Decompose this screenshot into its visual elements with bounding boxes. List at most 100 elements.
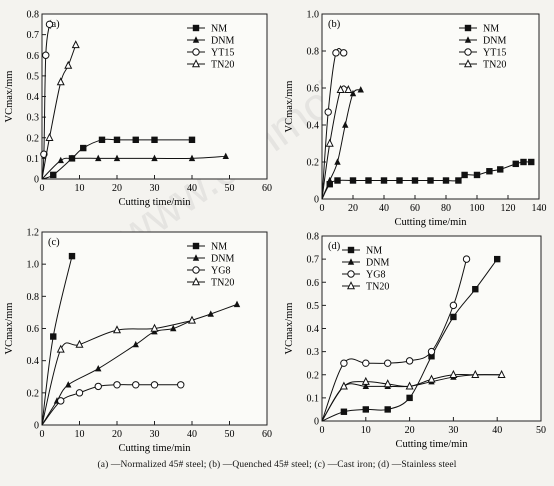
data-point — [50, 333, 57, 340]
data-point — [113, 154, 121, 162]
y-tick-label: 0.4 — [27, 92, 40, 103]
data-point — [94, 382, 102, 391]
data-point — [68, 154, 76, 162]
y-tick-label: 0.1 — [27, 154, 40, 165]
y-tick-label: 0 — [314, 195, 319, 206]
x-axis-label: Cutting time/min — [395, 439, 468, 450]
data-point — [188, 154, 196, 162]
y-tick-label: 0 — [34, 421, 39, 432]
x-tick-label: 40 — [492, 425, 502, 436]
data-point — [150, 323, 159, 332]
series-line — [321, 85, 349, 200]
legend-marker — [347, 258, 355, 265]
y-tick-label: 0 — [34, 175, 39, 186]
data-point — [361, 376, 370, 385]
data-point — [405, 381, 414, 390]
data-point — [344, 85, 353, 94]
data-point — [132, 340, 139, 348]
x-tick-label: 20 — [348, 203, 358, 214]
y-tick-label: 0.1 — [307, 393, 320, 404]
y-tick-label: 0.4 — [307, 324, 320, 335]
data-point — [222, 152, 229, 160]
legend-marker — [463, 59, 473, 68]
y-tick-label: 0.8 — [27, 10, 40, 21]
y-tick-label: 0.8 — [307, 47, 320, 58]
legend-marker — [191, 59, 201, 68]
data-point — [334, 158, 341, 165]
legend-label: TN20 — [483, 60, 506, 71]
data-point — [95, 365, 102, 372]
x-tick-label: 40 — [187, 183, 197, 194]
legend-label: YT15 — [211, 48, 234, 59]
data-point — [384, 359, 392, 367]
y-tick-label: 1.0 — [307, 10, 320, 21]
legend-label: DNM — [483, 36, 506, 47]
data-point — [497, 369, 506, 378]
legend-marker — [192, 48, 200, 56]
x-tick-label: 30 — [150, 429, 160, 440]
data-point — [56, 77, 65, 86]
data-point — [325, 138, 334, 147]
data-point — [45, 20, 54, 29]
y-tick-label: 0.7 — [307, 255, 320, 266]
legend-marker — [347, 270, 355, 278]
data-point — [340, 49, 348, 57]
data-point — [57, 156, 64, 164]
x-tick-label: 50 — [536, 425, 546, 436]
legend-marker — [346, 281, 356, 290]
x-tick-label: 20 — [112, 429, 122, 440]
x-tick-label: 60 — [410, 203, 420, 214]
data-point — [75, 339, 84, 348]
legend-label: NM — [366, 246, 382, 257]
panel-label: (b) — [328, 19, 341, 30]
series-line — [41, 303, 238, 426]
legend-label: NM — [211, 24, 227, 35]
x-tick-label: 60 — [262, 183, 272, 194]
chart-panel: 0 10 20 30 40 50 60 0 0.2 0.4 0.6 0.8 1.0 1.2 Cutting … — [4, 228, 272, 455]
x-tick-label: 40 — [379, 203, 389, 214]
plot-frame — [321, 13, 540, 200]
legend-marker — [192, 24, 200, 32]
data-point — [473, 171, 481, 179]
data-point — [339, 381, 348, 390]
data-point — [455, 177, 462, 184]
x-tick-label: 80 — [441, 203, 451, 214]
x-tick-label: 0 — [40, 183, 45, 194]
data-point — [75, 389, 84, 397]
x-tick-label: 140 — [532, 203, 547, 214]
series-line — [321, 48, 344, 200]
data-point — [497, 166, 504, 173]
data-point — [512, 160, 519, 168]
data-point — [150, 381, 159, 389]
x-tick-label: 50 — [225, 429, 235, 440]
y-tick-label: 0.5 — [307, 301, 320, 312]
y-tick-label: 0.2 — [307, 158, 320, 169]
chart-panel: 0 10 20 30 40 50 60 0 0.1 0.2 0.3 0.4 0.5 0.6 0.7 0.8 Cu… — [4, 10, 272, 209]
legend-marker — [191, 277, 201, 286]
legend-label: NM — [483, 24, 499, 35]
x-tick-label: 0 — [320, 203, 325, 214]
series-line — [41, 319, 193, 426]
data-point — [406, 394, 413, 402]
panel-label: (c) — [48, 237, 60, 248]
x-tick-label: 50 — [225, 183, 235, 194]
y-tick-label: 0.3 — [27, 113, 40, 124]
plot-frame — [321, 235, 542, 422]
y-tick-label: 0.4 — [307, 121, 320, 132]
y-tick-label: 0.8 — [27, 292, 40, 303]
legend-marker — [464, 24, 472, 32]
figure-caption: (a) —Normalized 45# steel; (b) —Quenched… — [97, 460, 457, 470]
y-tick-label: 0.3 — [307, 347, 320, 358]
data-point — [56, 344, 65, 353]
y-tick-label: 0.8 — [307, 232, 320, 243]
data-point — [411, 177, 419, 184]
data-point — [471, 369, 480, 378]
legend-label: DNM — [211, 254, 234, 265]
y-tick-label: 0.4 — [27, 356, 40, 367]
data-point — [427, 177, 434, 184]
data-point — [334, 177, 341, 184]
data-point — [188, 136, 196, 144]
data-point — [170, 324, 177, 332]
y-axis-label: VCmax/mm — [284, 81, 295, 133]
data-point — [520, 158, 527, 166]
